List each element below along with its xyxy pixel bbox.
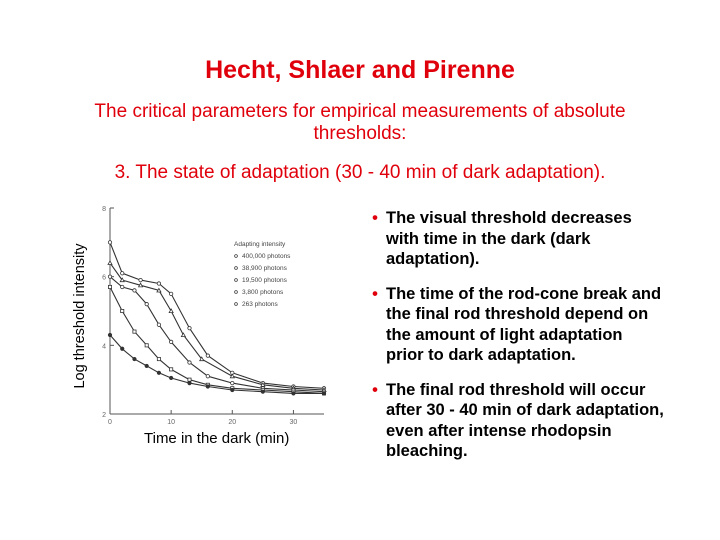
series-point [230,387,235,393]
legend-entry: 3,800 photons [242,289,284,296]
series-point [169,367,174,372]
series-point [156,322,162,327]
series-point [169,291,174,296]
slide-title: Hecht, Shlaer and Pirenne [205,56,515,84]
series-point [169,375,174,381]
series-line [109,242,325,389]
series-point [138,278,143,283]
x-tick-label: 30 [290,419,298,426]
series-point [156,287,162,293]
series-line [109,262,325,391]
legend-title: Adapting intensity [234,241,286,248]
bullet-final-rod-threshold: The final rod threshold will occur after… [364,380,664,462]
legend-marker [234,302,238,306]
series-point [107,260,113,265]
series-point [119,277,125,283]
x-tick-label: 10 [167,419,175,426]
series-point [120,309,125,314]
series-point [229,373,235,379]
legend-entry: 400,000 photons [242,253,291,260]
y-tick-label: 6 [102,275,106,282]
series-point [144,363,149,369]
legend-entry: 19,500 photons [242,277,288,284]
x-tick-label: 0 [108,419,112,426]
series-point [120,271,125,276]
series-point [187,377,192,382]
series-point [187,360,192,365]
series-point [156,357,161,362]
series-line [109,276,325,393]
series-point [120,346,125,351]
y-tick-label: 4 [102,343,106,350]
x-tick-label: 20 [228,419,236,426]
series-point [205,374,210,379]
y-tick-label: 2 [102,412,106,419]
y-tick-label: 8 [102,206,106,213]
series-point [205,353,210,358]
series-point [132,356,137,362]
legend-marker [234,278,238,282]
bullet-list: The visual threshold decreases with time… [364,208,664,476]
legend-marker [234,254,238,258]
series-point [137,282,144,288]
series-point [180,332,187,338]
series-point [187,381,192,386]
series-point [107,274,113,279]
series-line [109,286,325,394]
series-point [321,391,327,396]
series-point [230,381,235,386]
legend-marker [234,266,238,270]
bullet-visual-threshold: The visual threshold decreases with time… [364,208,664,270]
series-point [291,391,296,396]
series-point [168,308,174,313]
bullet-rod-cone-break: The time of the rod-cone break and the f… [364,284,664,366]
series-point [156,370,162,375]
series-line [109,334,324,394]
series-point [187,326,192,331]
series-point [107,240,113,245]
series-point [144,343,149,348]
series-point [120,284,125,290]
slide-subtitle: The critical parameters for empirical me… [94,101,626,144]
series-point [107,332,113,338]
dark-adaptation-chart: 0 10 20 30 2 4 6 8 Adapting intensity 400,000 pho… [102,206,327,426]
y-axis-label: Log threshold intensity [72,243,88,389]
series-point [144,302,149,307]
legend-marker [234,290,238,294]
x-axis-label: Time in the dark (min) [144,430,290,447]
legend-entry: 38,900 photons [242,265,288,272]
adaptation-point: 3. The state of adaptation (30 - 40 min … [114,162,606,183]
series-point [107,284,112,289]
series-point [199,356,205,362]
series-point [132,288,137,293]
series-point [169,339,174,344]
legend-entry: 263 photons [242,301,279,308]
series-point [205,384,210,389]
series-point [260,389,265,394]
series-point [156,281,162,286]
series-point [132,329,137,334]
